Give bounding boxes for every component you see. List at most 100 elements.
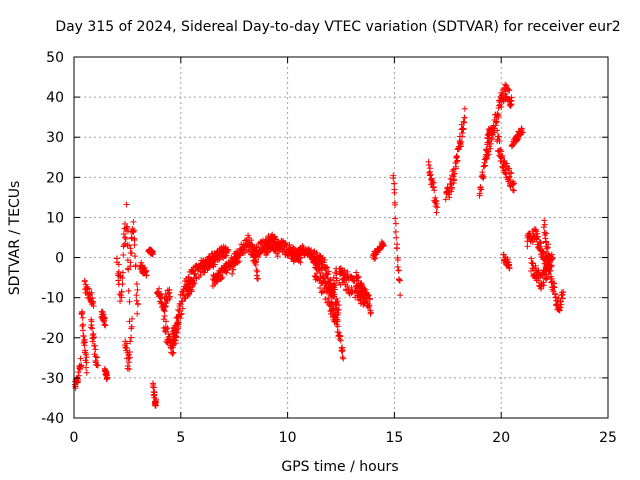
data-point: [433, 209, 440, 216]
data-point: [125, 359, 132, 366]
data-point: [78, 309, 85, 316]
data-point: [245, 232, 252, 239]
data-point: [126, 298, 133, 305]
data-point: [274, 253, 281, 260]
data-point: [89, 295, 96, 302]
data-point: [313, 260, 320, 267]
data-point: [197, 271, 204, 278]
data-point: [143, 272, 150, 279]
data-point: [479, 169, 486, 176]
data-point: [354, 274, 361, 281]
data-point: [156, 285, 163, 292]
data-point: [78, 362, 85, 369]
data-point: [493, 118, 500, 125]
data-point: [433, 197, 440, 204]
data-point: [191, 280, 198, 287]
data-point: [125, 287, 132, 294]
data-point: [88, 289, 95, 296]
data-point: [282, 240, 289, 247]
data-point: [173, 333, 180, 340]
data-point: [495, 133, 502, 140]
data-point: [366, 302, 373, 309]
data-point: [490, 131, 497, 138]
data-point: [104, 374, 111, 381]
data-point: [126, 354, 133, 361]
data-point: [446, 194, 453, 201]
data-point: [80, 327, 87, 334]
data-point: [396, 277, 403, 284]
data-point: [190, 267, 197, 274]
data-point: [230, 266, 237, 273]
data-point: [510, 187, 517, 194]
data-point: [335, 306, 342, 313]
data-point: [192, 270, 199, 277]
data-point: [426, 169, 433, 176]
data-point: [201, 269, 208, 276]
data-point: [179, 305, 186, 312]
data-point: [169, 344, 176, 351]
data-point: [524, 243, 531, 250]
data-point: [448, 188, 455, 195]
data-point: [542, 271, 549, 278]
data-point: [460, 125, 467, 132]
data-point: [425, 162, 432, 169]
data-point: [123, 201, 130, 208]
data-point: [222, 252, 229, 259]
data-point: [118, 294, 125, 301]
data-point: [86, 285, 93, 292]
data-point: [289, 244, 296, 251]
data-point: [271, 233, 278, 240]
data-point: [125, 351, 132, 358]
data-point: [321, 256, 328, 263]
data-point: [92, 346, 99, 353]
data-point: [508, 169, 515, 176]
data-point: [241, 249, 248, 256]
data-point: [391, 180, 398, 187]
data-point: [194, 267, 201, 274]
data-point: [122, 235, 129, 242]
data-point: [139, 262, 146, 269]
data-point: [334, 323, 341, 330]
data-point: [359, 282, 366, 289]
data-point: [253, 258, 260, 265]
data-point: [113, 255, 120, 262]
data-point: [123, 224, 130, 231]
data-point: [392, 220, 399, 227]
data-point: [494, 127, 501, 134]
y-tick-label: 50: [46, 50, 64, 66]
data-point: [550, 280, 557, 287]
data-point: [327, 277, 334, 284]
data-point: [372, 255, 379, 262]
data-point: [482, 162, 489, 169]
data-point: [460, 118, 467, 125]
data-point: [427, 165, 434, 172]
data-point: [190, 277, 197, 284]
data-point: [559, 291, 566, 298]
data-point: [77, 355, 84, 362]
data-point: [515, 136, 522, 143]
data-point: [151, 389, 158, 396]
data-point: [89, 338, 96, 345]
x-axis-label: GPS time / hours: [281, 459, 398, 475]
data-point: [394, 256, 401, 263]
data-point: [328, 305, 335, 312]
data-point: [119, 269, 126, 276]
data-point: [537, 239, 544, 246]
data-point: [184, 290, 191, 297]
data-point: [81, 278, 88, 285]
data-point: [339, 346, 346, 353]
data-point: [543, 245, 550, 252]
data-point: [128, 250, 135, 257]
data-point: [330, 284, 337, 291]
data-point: [543, 275, 550, 282]
data-point: [225, 247, 232, 254]
data-point: [432, 194, 439, 201]
data-point: [557, 298, 564, 305]
chart-title: Day 315 of 2024, Sidereal Day-to-day VTE…: [55, 19, 620, 35]
data-point: [90, 334, 97, 341]
data-point: [120, 231, 127, 238]
data-point: [480, 173, 487, 180]
data-point: [166, 289, 173, 296]
